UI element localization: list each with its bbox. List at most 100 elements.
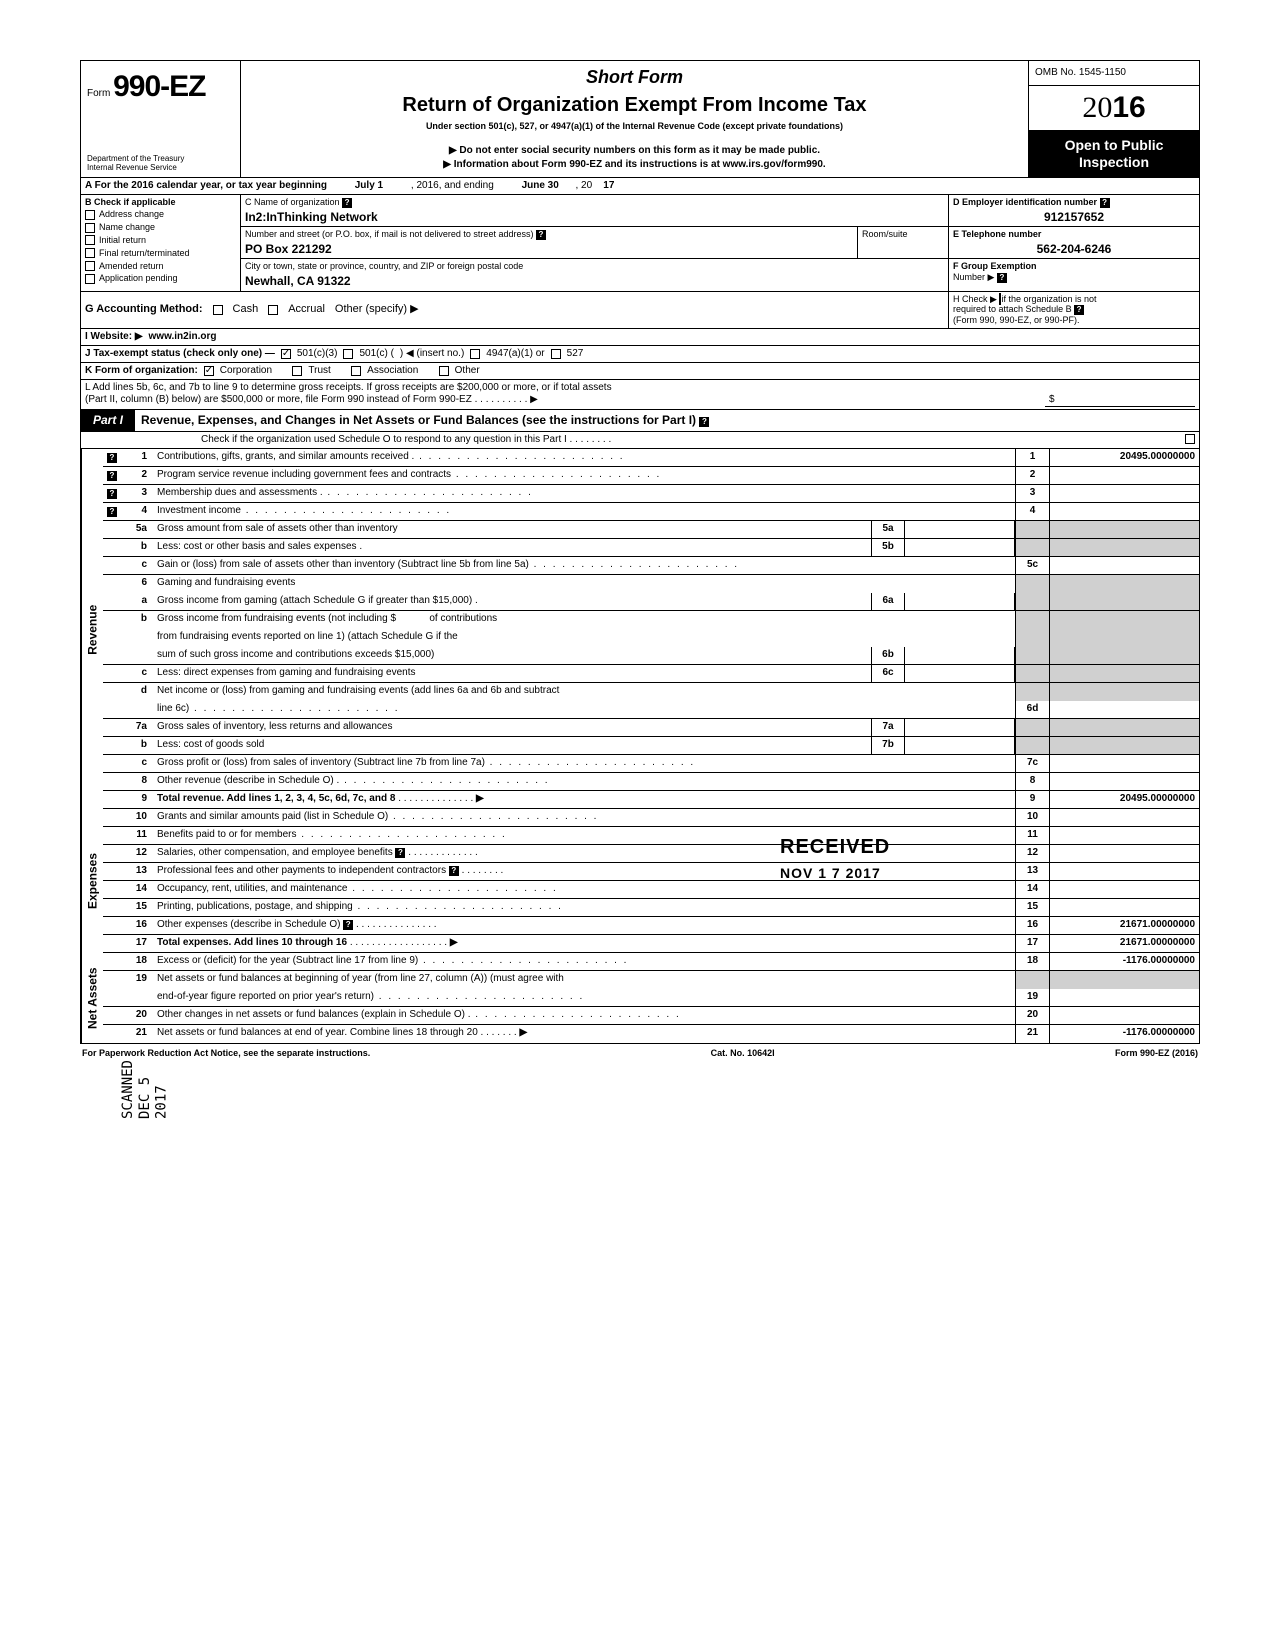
chk-527[interactable] (551, 349, 561, 359)
line-6d1-desc: Net income or (loss) from gaming and fun… (153, 683, 1015, 701)
group-exemption-label: F Group Exemption (953, 261, 1037, 271)
part-1-title: Revenue, Expenses, and Changes in Net As… (141, 413, 696, 427)
row-a-label: A For the 2016 calendar year, or tax yea… (85, 180, 327, 191)
chk-501c[interactable] (343, 349, 353, 359)
part-1-header: Part I Revenue, Expenses, and Changes in… (81, 409, 1199, 431)
line-7b-desc: Less: cost of goods sold (153, 737, 871, 754)
line-19b-desc: end-of-year figure reported on prior yea… (153, 989, 1015, 1006)
tax-year: 2016 (1029, 86, 1199, 131)
line-21-value: -1176.00000000 (1049, 1025, 1199, 1043)
chk-final-return[interactable]: Final return/terminated (85, 248, 236, 259)
chk-4947a1[interactable] (470, 349, 480, 359)
org-address: PO Box 221292 (245, 242, 853, 256)
line-6c-desc: Less: direct expenses from gaming and fu… (153, 665, 871, 682)
line-15-desc: Printing, publications, postage, and shi… (153, 899, 1015, 916)
header-mid: Short Form Return of Organization Exempt… (241, 61, 1029, 177)
org-city: Newhall, CA 91322 (245, 274, 944, 288)
help-icon[interactable]: ? (1074, 305, 1084, 315)
line-16-desc: Other expenses (describe in Schedule O) (157, 919, 340, 930)
chk-name-change[interactable]: Name change (85, 222, 236, 233)
phone-value: 562-204-6246 (953, 242, 1195, 256)
note-info: ▶ Information about Form 990-EZ and its … (251, 159, 1018, 171)
ein-value: 912157652 (953, 210, 1195, 224)
form-number: Form 990-EZ (87, 69, 234, 105)
help-icon[interactable]: ? (107, 489, 117, 499)
row-l: L Add lines 5b, 6c, and 7b to line 9 to … (81, 380, 1199, 409)
line-13-desc: Professional fees and other payments to … (157, 865, 446, 876)
ein-label: D Employer identification number (953, 197, 1097, 207)
year-end-month: June 30 (522, 180, 559, 191)
year-bold: 16 (1112, 91, 1145, 124)
inspection-line2: Inspection (1031, 154, 1197, 171)
help-icon[interactable]: ? (107, 471, 117, 481)
chk-other-org[interactable] (439, 366, 449, 376)
net-assets-side-label: Net Assets (81, 953, 103, 1043)
chk-association[interactable] (351, 366, 361, 376)
help-icon[interactable]: ? (343, 920, 353, 930)
addr-label: Number and street (or P.O. box, if mail … (245, 229, 533, 239)
line-18-value: -1176.00000000 (1049, 953, 1199, 970)
line-6b3-desc: from fundraising events reported on line… (153, 629, 1015, 647)
row-l-amount: $ (1045, 394, 1195, 407)
help-icon[interactable]: ? (449, 866, 459, 876)
chk-501c3[interactable] (281, 349, 291, 359)
line-5a-desc: Gross amount from sale of assets other t… (153, 521, 871, 538)
form-prefix: Form (87, 88, 110, 99)
line-3-desc: Membership dues and assessments . (153, 485, 1015, 502)
year-begin: July 1 (355, 180, 383, 191)
accounting-method-label: G Accounting Method: (85, 303, 203, 316)
expenses-section: Expenses 10Grants and similar amounts pa… (81, 809, 1199, 953)
chk-corporation[interactable] (204, 366, 214, 376)
line-16-value: 21671.00000000 (1049, 917, 1199, 934)
help-icon[interactable]: ? (1100, 198, 1110, 208)
help-icon[interactable]: ? (107, 453, 117, 463)
bcd-block: B Check if applicable Address change Nam… (81, 195, 1199, 292)
city-label: City or town, state or province, country… (245, 261, 523, 271)
inspection-badge: Open to Public Inspection (1029, 131, 1199, 177)
footer-form-ref: Form 990-EZ (2016) (1115, 1048, 1198, 1059)
row-a-calendar-year: A For the 2016 calendar year, or tax yea… (81, 178, 1199, 195)
line-6a-desc: Gross income from gaming (attach Schedul… (153, 593, 871, 610)
line-6-desc: Gaming and fundraising events (153, 575, 1015, 593)
website-value: www.in2in.org (149, 331, 217, 343)
help-icon[interactable]: ? (342, 198, 352, 208)
chk-cash[interactable] (213, 305, 223, 315)
received-date: NOV 1 7 2017 (780, 865, 890, 882)
subtitle: Under section 501(c), 527, or 4947(a)(1)… (251, 121, 1018, 132)
line-10-desc: Grants and similar amounts paid (list in… (153, 809, 1015, 826)
received-text: RECEIVED (780, 835, 890, 859)
chk-schedule-o-part1[interactable] (1185, 434, 1195, 444)
chk-accrual[interactable] (268, 305, 278, 315)
section-c: C Name of organization ? In2:InThinking … (241, 195, 949, 291)
chk-address-change[interactable]: Address change (85, 209, 236, 220)
form-footer: For Paperwork Reduction Act Notice, see … (80, 1044, 1200, 1063)
help-icon[interactable]: ? (699, 417, 709, 427)
help-icon[interactable]: ? (997, 273, 1007, 283)
row-i-website: I Website: ▶ www.in2in.org (81, 329, 1199, 346)
part-1-check-note: Check if the organization used Schedule … (81, 432, 1199, 449)
part-1-tag: Part I (81, 410, 135, 430)
line-9-desc: Total revenue. Add lines 1, 2, 3, 4, 5c,… (157, 793, 395, 804)
net-assets-section: Net Assets 18Excess or (deficit) for the… (81, 953, 1199, 1043)
section-b-label: B Check if applicable (85, 197, 236, 208)
header-right: OMB No. 1545-1150 2016 Open to Public In… (1029, 61, 1199, 177)
revenue-side-label: Revenue (81, 449, 103, 810)
year-end: 17 (603, 180, 614, 191)
line-17-value: 21671.00000000 (1049, 935, 1199, 952)
website-label: I Website: ▶ (85, 331, 143, 343)
help-icon[interactable]: ? (107, 507, 117, 517)
chk-amended-return[interactable]: Amended return (85, 261, 236, 272)
tax-status-label: J Tax-exempt status (check only one) — (85, 348, 275, 360)
chk-initial-return[interactable]: Initial return (85, 235, 236, 246)
line-12-desc: Salaries, other compensation, and employ… (157, 847, 393, 858)
line-8-desc: Other revenue (describe in Schedule O) . (153, 773, 1015, 790)
chk-application-pending[interactable]: Application pending (85, 273, 236, 284)
line-1-desc: Contributions, gifts, grants, and simila… (153, 449, 1015, 466)
help-icon[interactable]: ? (536, 230, 546, 240)
dept-line2: Internal Revenue Service (87, 164, 234, 173)
chk-trust[interactable] (292, 366, 302, 376)
help-icon[interactable]: ? (395, 848, 405, 858)
footer-left: For Paperwork Reduction Act Notice, see … (82, 1048, 370, 1059)
line-9-value: 20495.00000000 (1049, 791, 1199, 808)
line-6b4-desc: sum of such gross income and contributio… (153, 647, 871, 664)
